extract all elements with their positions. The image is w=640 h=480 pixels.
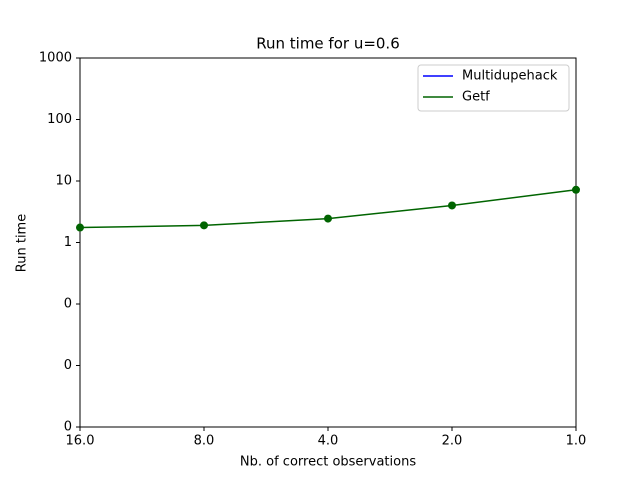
plot-frame: [79, 57, 577, 428]
data-point: [448, 201, 456, 210]
legend-box: [417, 64, 570, 112]
y-tick-label: 1000: [39, 51, 72, 66]
x-axis-label: Nb. of correct observations: [240, 455, 416, 470]
legend-label: Multidupehack: [462, 69, 558, 84]
y-tick-label: 10: [55, 174, 72, 189]
data-point: [572, 185, 580, 194]
y-tick-label: 100: [47, 112, 72, 127]
x-tick-label: 4.0: [318, 434, 339, 449]
y-tick-label: 0: [64, 297, 72, 312]
x-tick-label: 8.0: [194, 434, 215, 449]
data-point: [324, 214, 332, 223]
y-axis-label: Run time: [15, 214, 30, 272]
y-tick-label: 0: [64, 420, 72, 435]
data-point: [200, 221, 208, 230]
x-tick-label: 2.0: [442, 434, 463, 449]
x-tick-label: 16.0: [66, 434, 95, 449]
chart-title: Run time for u=0.6: [256, 35, 400, 53]
x-tick-label: 1.0: [566, 434, 587, 449]
legend-label: Getf: [462, 90, 490, 105]
data-point: [76, 223, 84, 232]
y-tick-label: 0: [64, 358, 72, 373]
legend: Multidupehack Getf: [417, 64, 570, 112]
y-tick-label: 1: [64, 235, 72, 250]
